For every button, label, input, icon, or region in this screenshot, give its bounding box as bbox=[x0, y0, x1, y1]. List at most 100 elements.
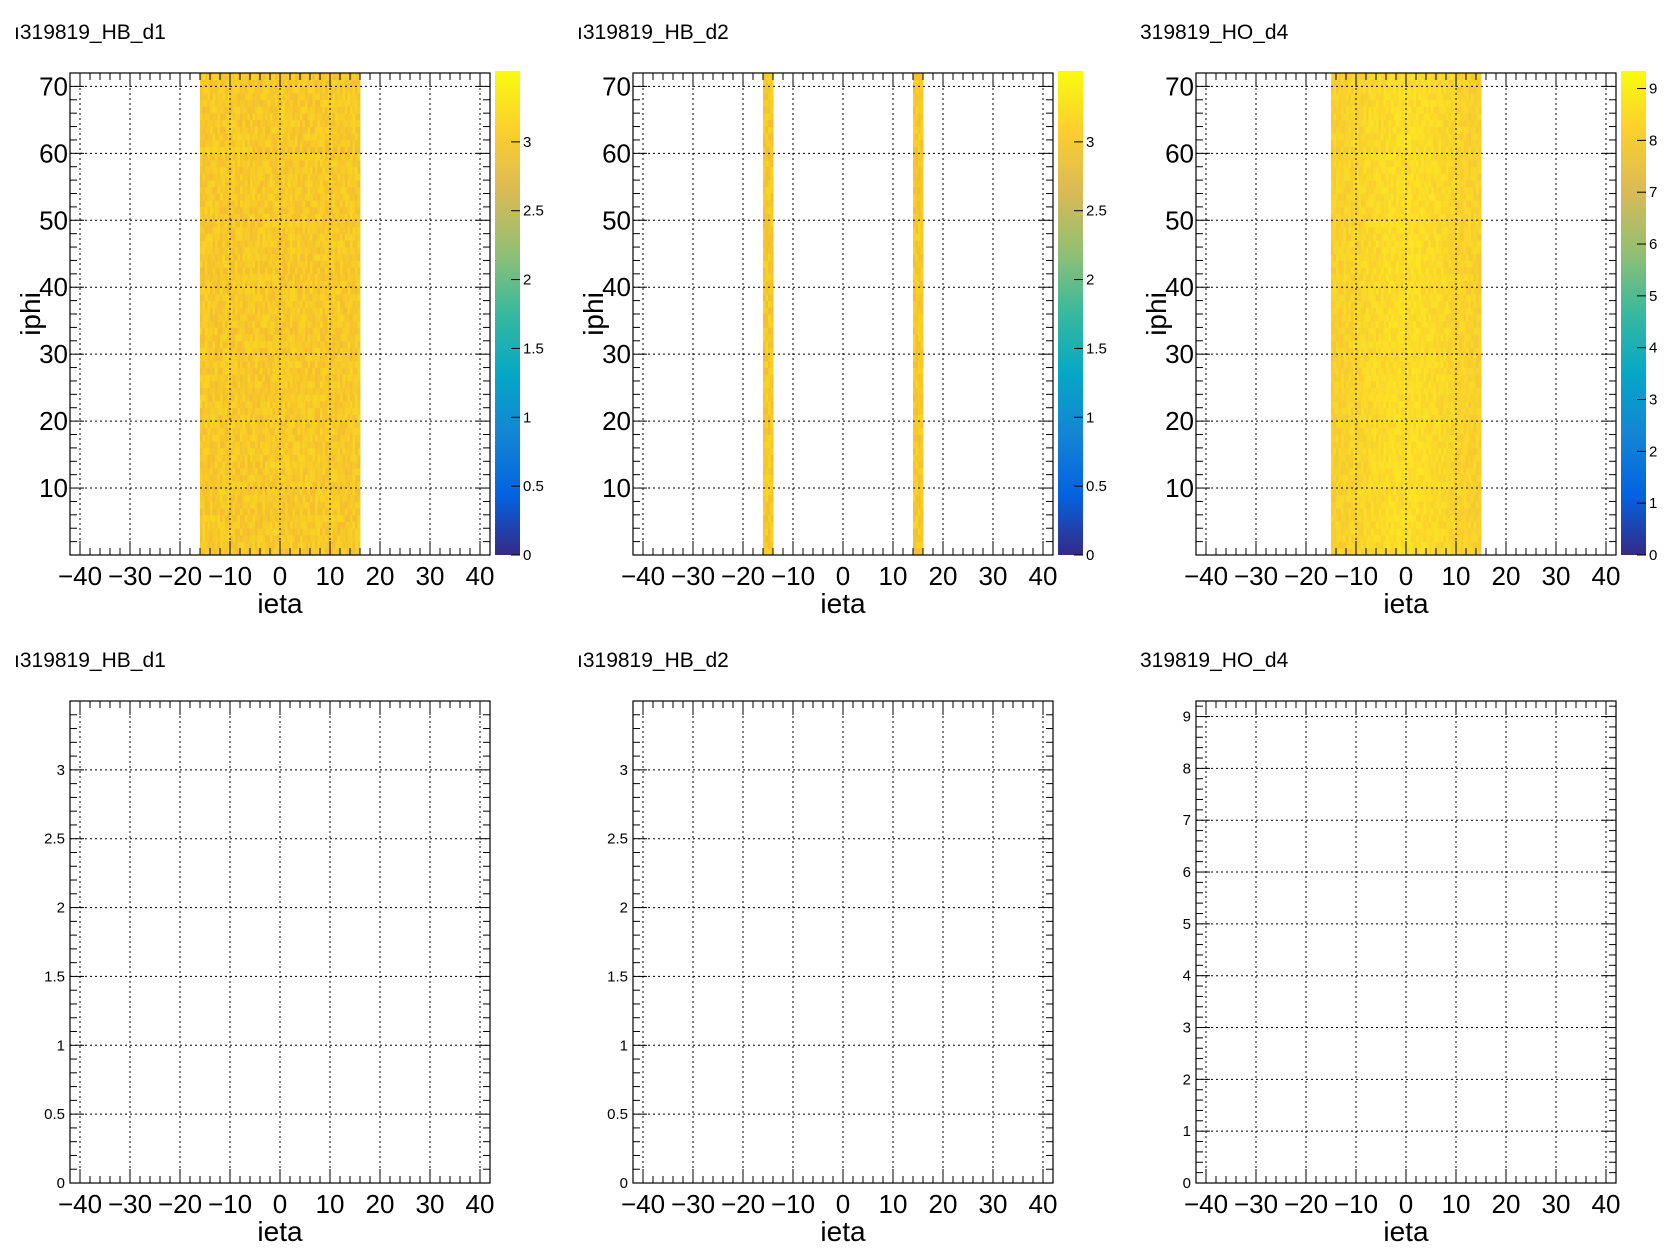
heatmap-cell bbox=[307, 334, 311, 342]
heatmap-cell bbox=[307, 86, 311, 94]
y-axis-title: iphi bbox=[15, 292, 46, 336]
heatmap-cell bbox=[265, 86, 268, 94]
heatmap-cell bbox=[225, 180, 228, 188]
heatmap-cell bbox=[300, 327, 303, 335]
heatmap-cell bbox=[300, 273, 303, 281]
heatmap-cell bbox=[763, 173, 766, 181]
heatmap-cell bbox=[287, 314, 291, 322]
heatmap-cell bbox=[245, 119, 248, 127]
heatmap-cell bbox=[765, 401, 769, 409]
heatmap-cell bbox=[310, 206, 313, 214]
heatmap-cell bbox=[297, 508, 301, 516]
heatmap-cell bbox=[257, 173, 261, 181]
heatmap-cell bbox=[317, 153, 321, 161]
heatmap-cell bbox=[765, 414, 769, 422]
heatmap-cell bbox=[267, 534, 271, 543]
heatmap-cell bbox=[307, 93, 311, 101]
heatmap-cell bbox=[242, 186, 246, 194]
heatmap-cell bbox=[768, 514, 771, 522]
heatmap-cell bbox=[215, 166, 218, 174]
heatmap-cell bbox=[215, 200, 218, 208]
heatmap-cell bbox=[225, 334, 228, 342]
heatmap-cell bbox=[202, 307, 206, 315]
heatmap-cell bbox=[230, 287, 233, 295]
heatmap-cell bbox=[340, 106, 343, 114]
heatmap-cell bbox=[350, 220, 353, 228]
heatmap-cell bbox=[285, 501, 288, 509]
heatmap-cell bbox=[300, 180, 303, 188]
heatmap-cell bbox=[332, 226, 336, 235]
heatmap-cell bbox=[222, 494, 226, 502]
heatmap-cell bbox=[325, 287, 328, 295]
heatmap-cell bbox=[315, 534, 318, 543]
heatmap-cell bbox=[282, 367, 286, 375]
heatmap-cell bbox=[357, 380, 361, 389]
heatmap-cell bbox=[255, 528, 258, 536]
heatmap-cell bbox=[210, 133, 213, 141]
heatmap-cell bbox=[262, 200, 266, 208]
heatmap-cell bbox=[310, 327, 313, 335]
heatmap-cell bbox=[232, 93, 236, 101]
heatmap-cell bbox=[207, 334, 211, 342]
heatmap-cell bbox=[325, 113, 328, 121]
heatmap-cell bbox=[317, 200, 321, 208]
heatmap-cell bbox=[302, 133, 306, 141]
heatmap-cell bbox=[275, 300, 278, 308]
heatmap-cell bbox=[325, 160, 328, 168]
heatmap-cell bbox=[295, 220, 298, 228]
heatmap-cell bbox=[255, 180, 258, 188]
heatmap-cell bbox=[765, 73, 769, 81]
heatmap-cell bbox=[277, 314, 281, 322]
heatmap-cell bbox=[270, 401, 273, 409]
heatmap-cell bbox=[295, 247, 298, 255]
heatmap-cell bbox=[297, 186, 301, 194]
heatmap-cell bbox=[262, 327, 266, 335]
heatmap-cell bbox=[310, 528, 313, 536]
heatmap-cell bbox=[200, 99, 203, 107]
heatmap-cell bbox=[342, 233, 346, 241]
heatmap-cell bbox=[315, 133, 318, 141]
heatmap-cell bbox=[247, 139, 251, 148]
heatmap-cell bbox=[305, 461, 308, 469]
heatmap-cell bbox=[245, 314, 248, 322]
heatmap-cell bbox=[290, 79, 293, 87]
heatmap-cell bbox=[257, 494, 261, 502]
heatmap-cell bbox=[242, 407, 246, 415]
heatmap-cell bbox=[250, 267, 253, 275]
heatmap-cell bbox=[252, 441, 256, 449]
heatmap-cell bbox=[290, 421, 293, 429]
heatmap-cell bbox=[260, 113, 263, 121]
heatmap-cell bbox=[262, 126, 266, 134]
heatmap-cell bbox=[252, 180, 256, 188]
heatmap-cell bbox=[247, 380, 251, 389]
heatmap-cell bbox=[340, 461, 343, 469]
heatmap-cell bbox=[242, 79, 246, 87]
heatmap-cell bbox=[350, 340, 353, 348]
heatmap-cell bbox=[272, 314, 276, 322]
heatmap-cell bbox=[230, 173, 233, 181]
heatmap-cell bbox=[295, 233, 298, 241]
heatmap-cell bbox=[285, 508, 288, 516]
heatmap-cell bbox=[252, 86, 256, 94]
heatmap-cell bbox=[310, 521, 313, 529]
heatmap-cell bbox=[307, 300, 311, 308]
heatmap-cell bbox=[280, 240, 283, 248]
heatmap-cell bbox=[267, 180, 271, 188]
heatmap-cell bbox=[220, 240, 223, 248]
heatmap-cell bbox=[217, 501, 221, 509]
heatmap-cell bbox=[212, 380, 216, 389]
heatmap-cell bbox=[287, 220, 291, 228]
heatmap-cell bbox=[285, 374, 288, 382]
heatmap-cell bbox=[307, 193, 311, 201]
heatmap-cell bbox=[255, 508, 258, 516]
heatmap-cell bbox=[287, 360, 291, 368]
heatmap-cell bbox=[305, 226, 308, 235]
heatmap-cell bbox=[297, 427, 301, 435]
heatmap-cell bbox=[267, 347, 271, 355]
heatmap-cell bbox=[280, 427, 283, 435]
heatmap-cell bbox=[280, 226, 283, 235]
heatmap-cell bbox=[305, 541, 308, 549]
heatmap-cell bbox=[255, 166, 258, 174]
heatmap-cell bbox=[357, 494, 361, 502]
heatmap-cell bbox=[325, 441, 328, 449]
